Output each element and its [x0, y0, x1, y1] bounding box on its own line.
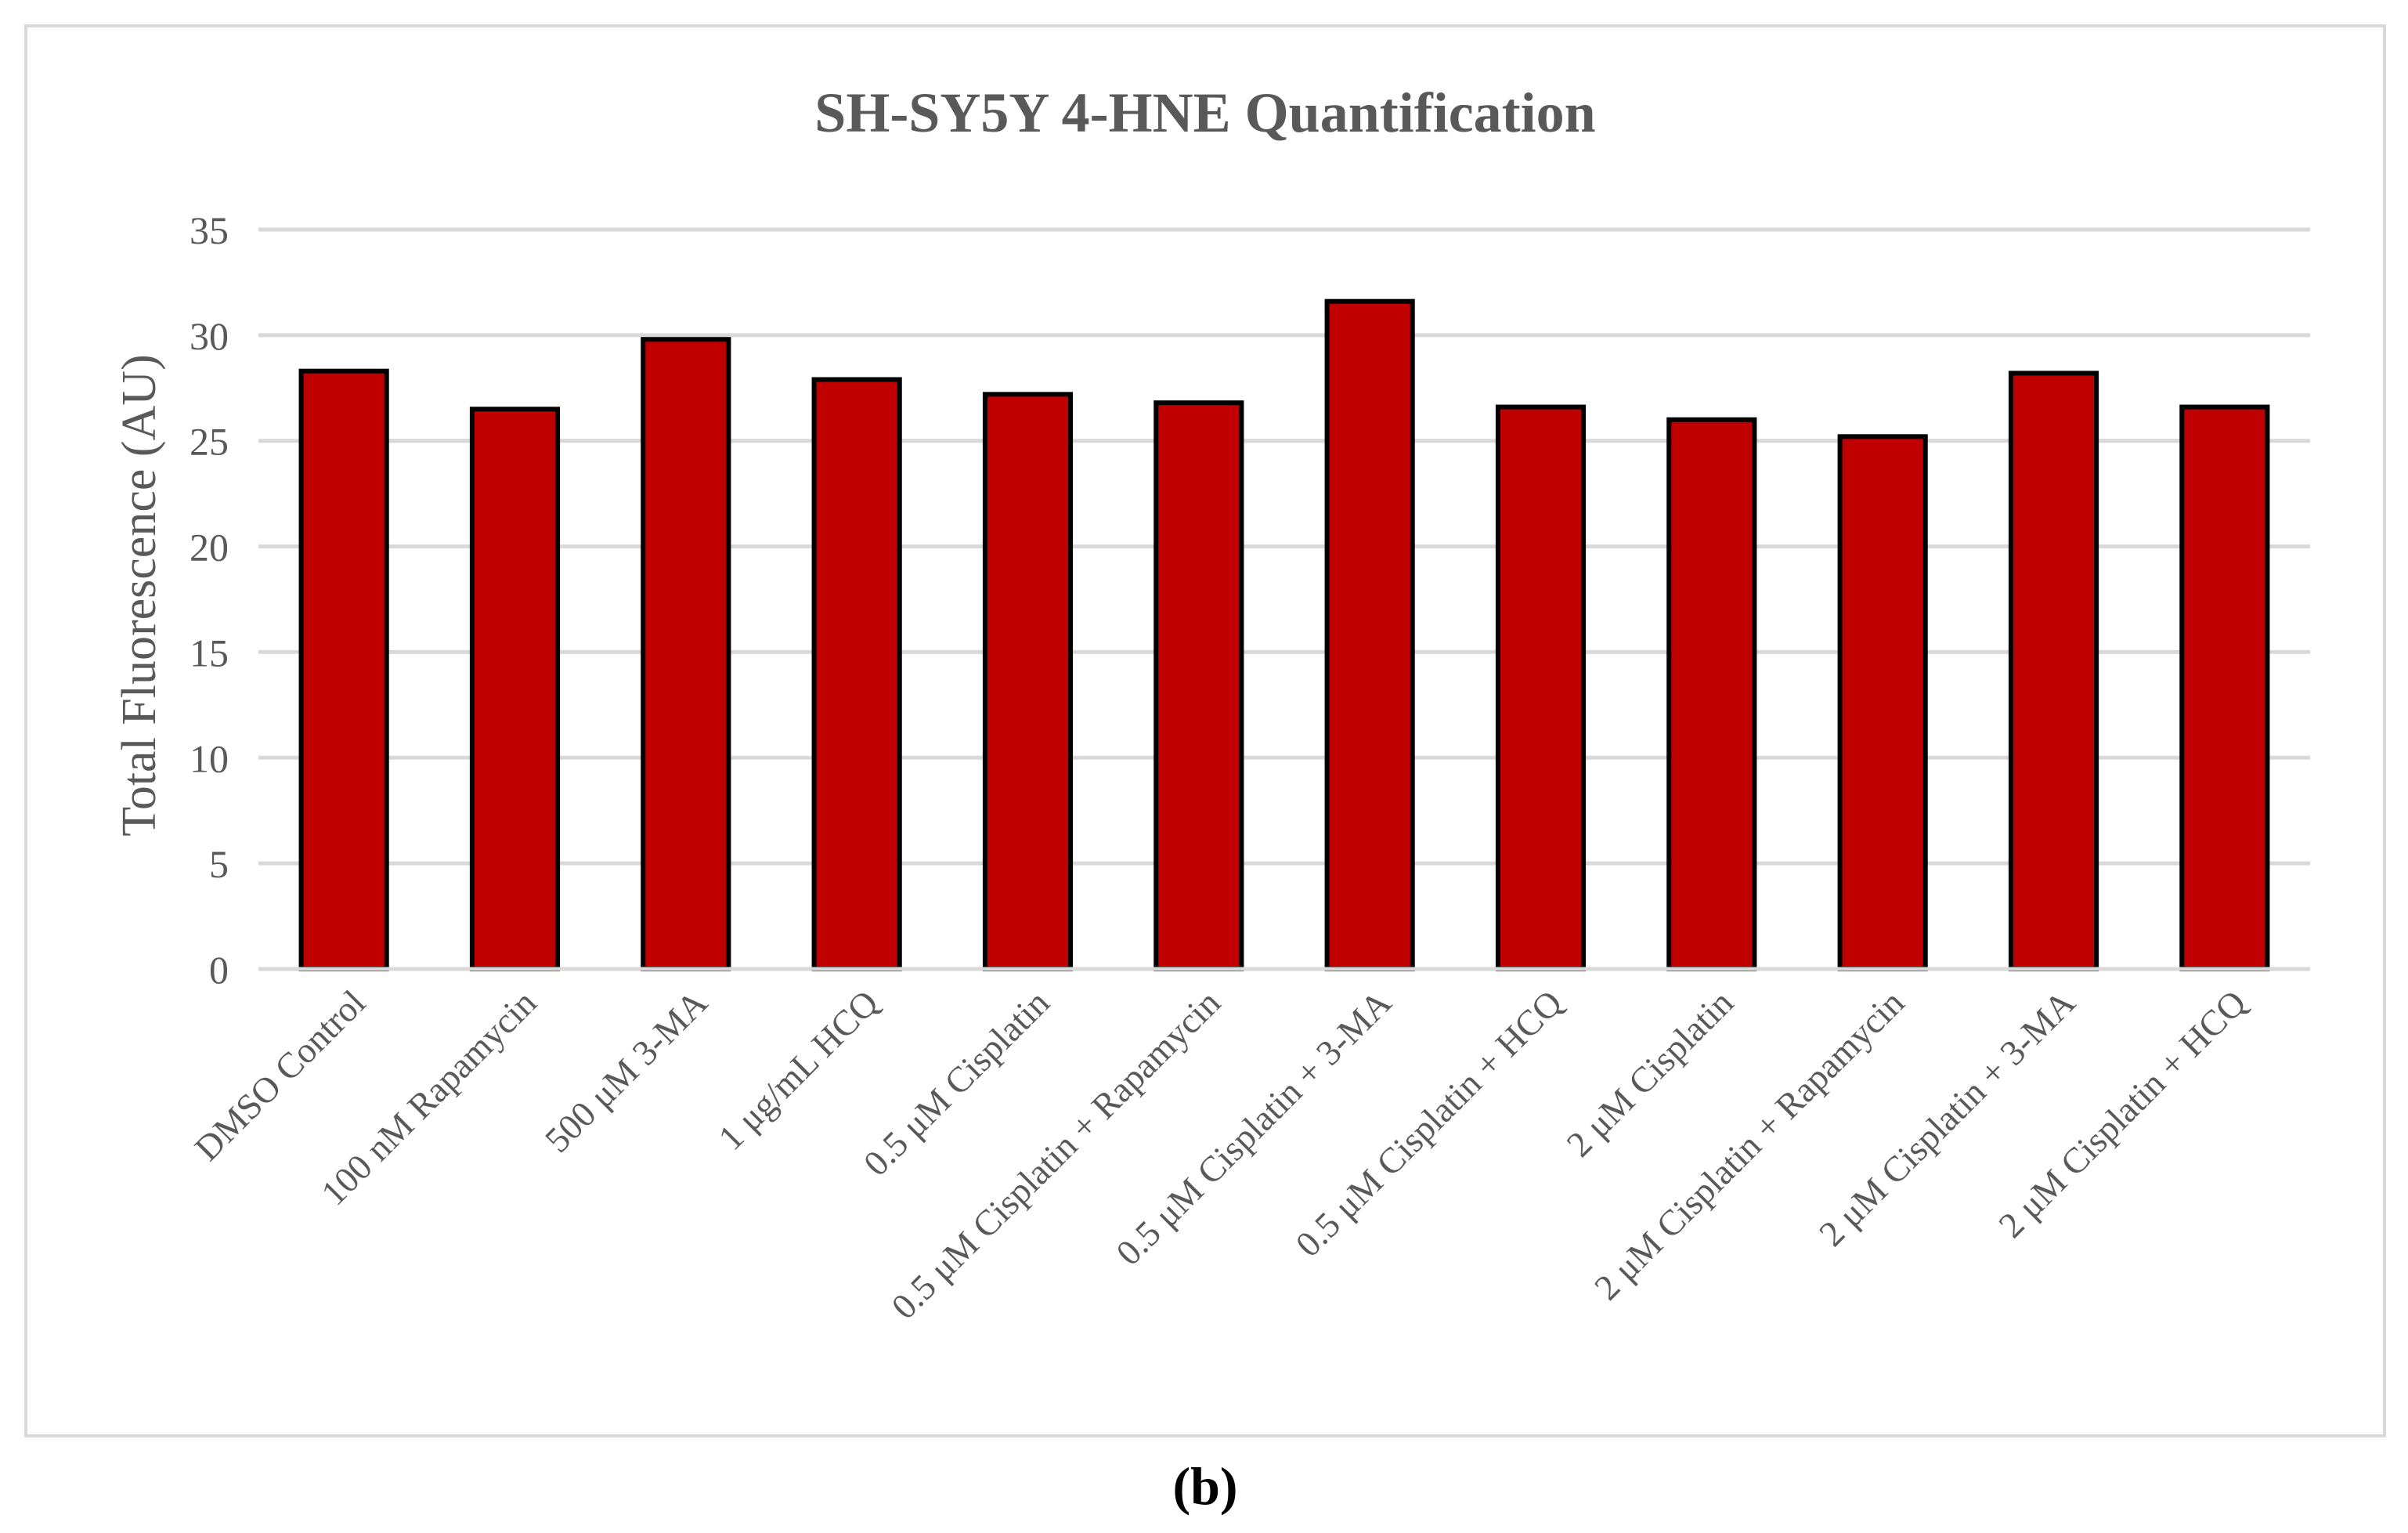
- panel-label: (b): [1172, 1456, 1237, 1516]
- bars: [298, 298, 2270, 972]
- bar: [298, 368, 389, 971]
- y-axis-label: Total Fluorescence (AU): [113, 354, 166, 836]
- bar: [2179, 404, 2270, 971]
- y-tick-label: 35: [190, 208, 229, 252]
- y-tick-label: 10: [190, 736, 229, 780]
- bar: [982, 392, 1074, 971]
- y-axis-tick-labels: 0 5 10 15 20 25 30 35: [190, 208, 229, 992]
- y-tick-label: 20: [190, 526, 229, 569]
- gridlines: [258, 227, 2310, 866]
- y-tick-label: 0: [209, 948, 229, 992]
- bar: [1837, 434, 1928, 971]
- y-tick-label: 5: [209, 842, 229, 886]
- y-tick-label: 30: [190, 314, 229, 358]
- bar: [1324, 298, 1415, 971]
- chart-title: SH-SY5Y 4-HNE Quantification: [814, 81, 1595, 144]
- y-tick-label: 25: [190, 420, 229, 464]
- bar: [1495, 404, 1587, 971]
- bar: [1153, 400, 1244, 971]
- bar: [1666, 417, 1757, 971]
- bar: [811, 377, 902, 971]
- bar: [469, 407, 561, 971]
- y-tick-label: 15: [190, 631, 229, 674]
- bar: [2008, 371, 2099, 971]
- bar: [641, 337, 731, 972]
